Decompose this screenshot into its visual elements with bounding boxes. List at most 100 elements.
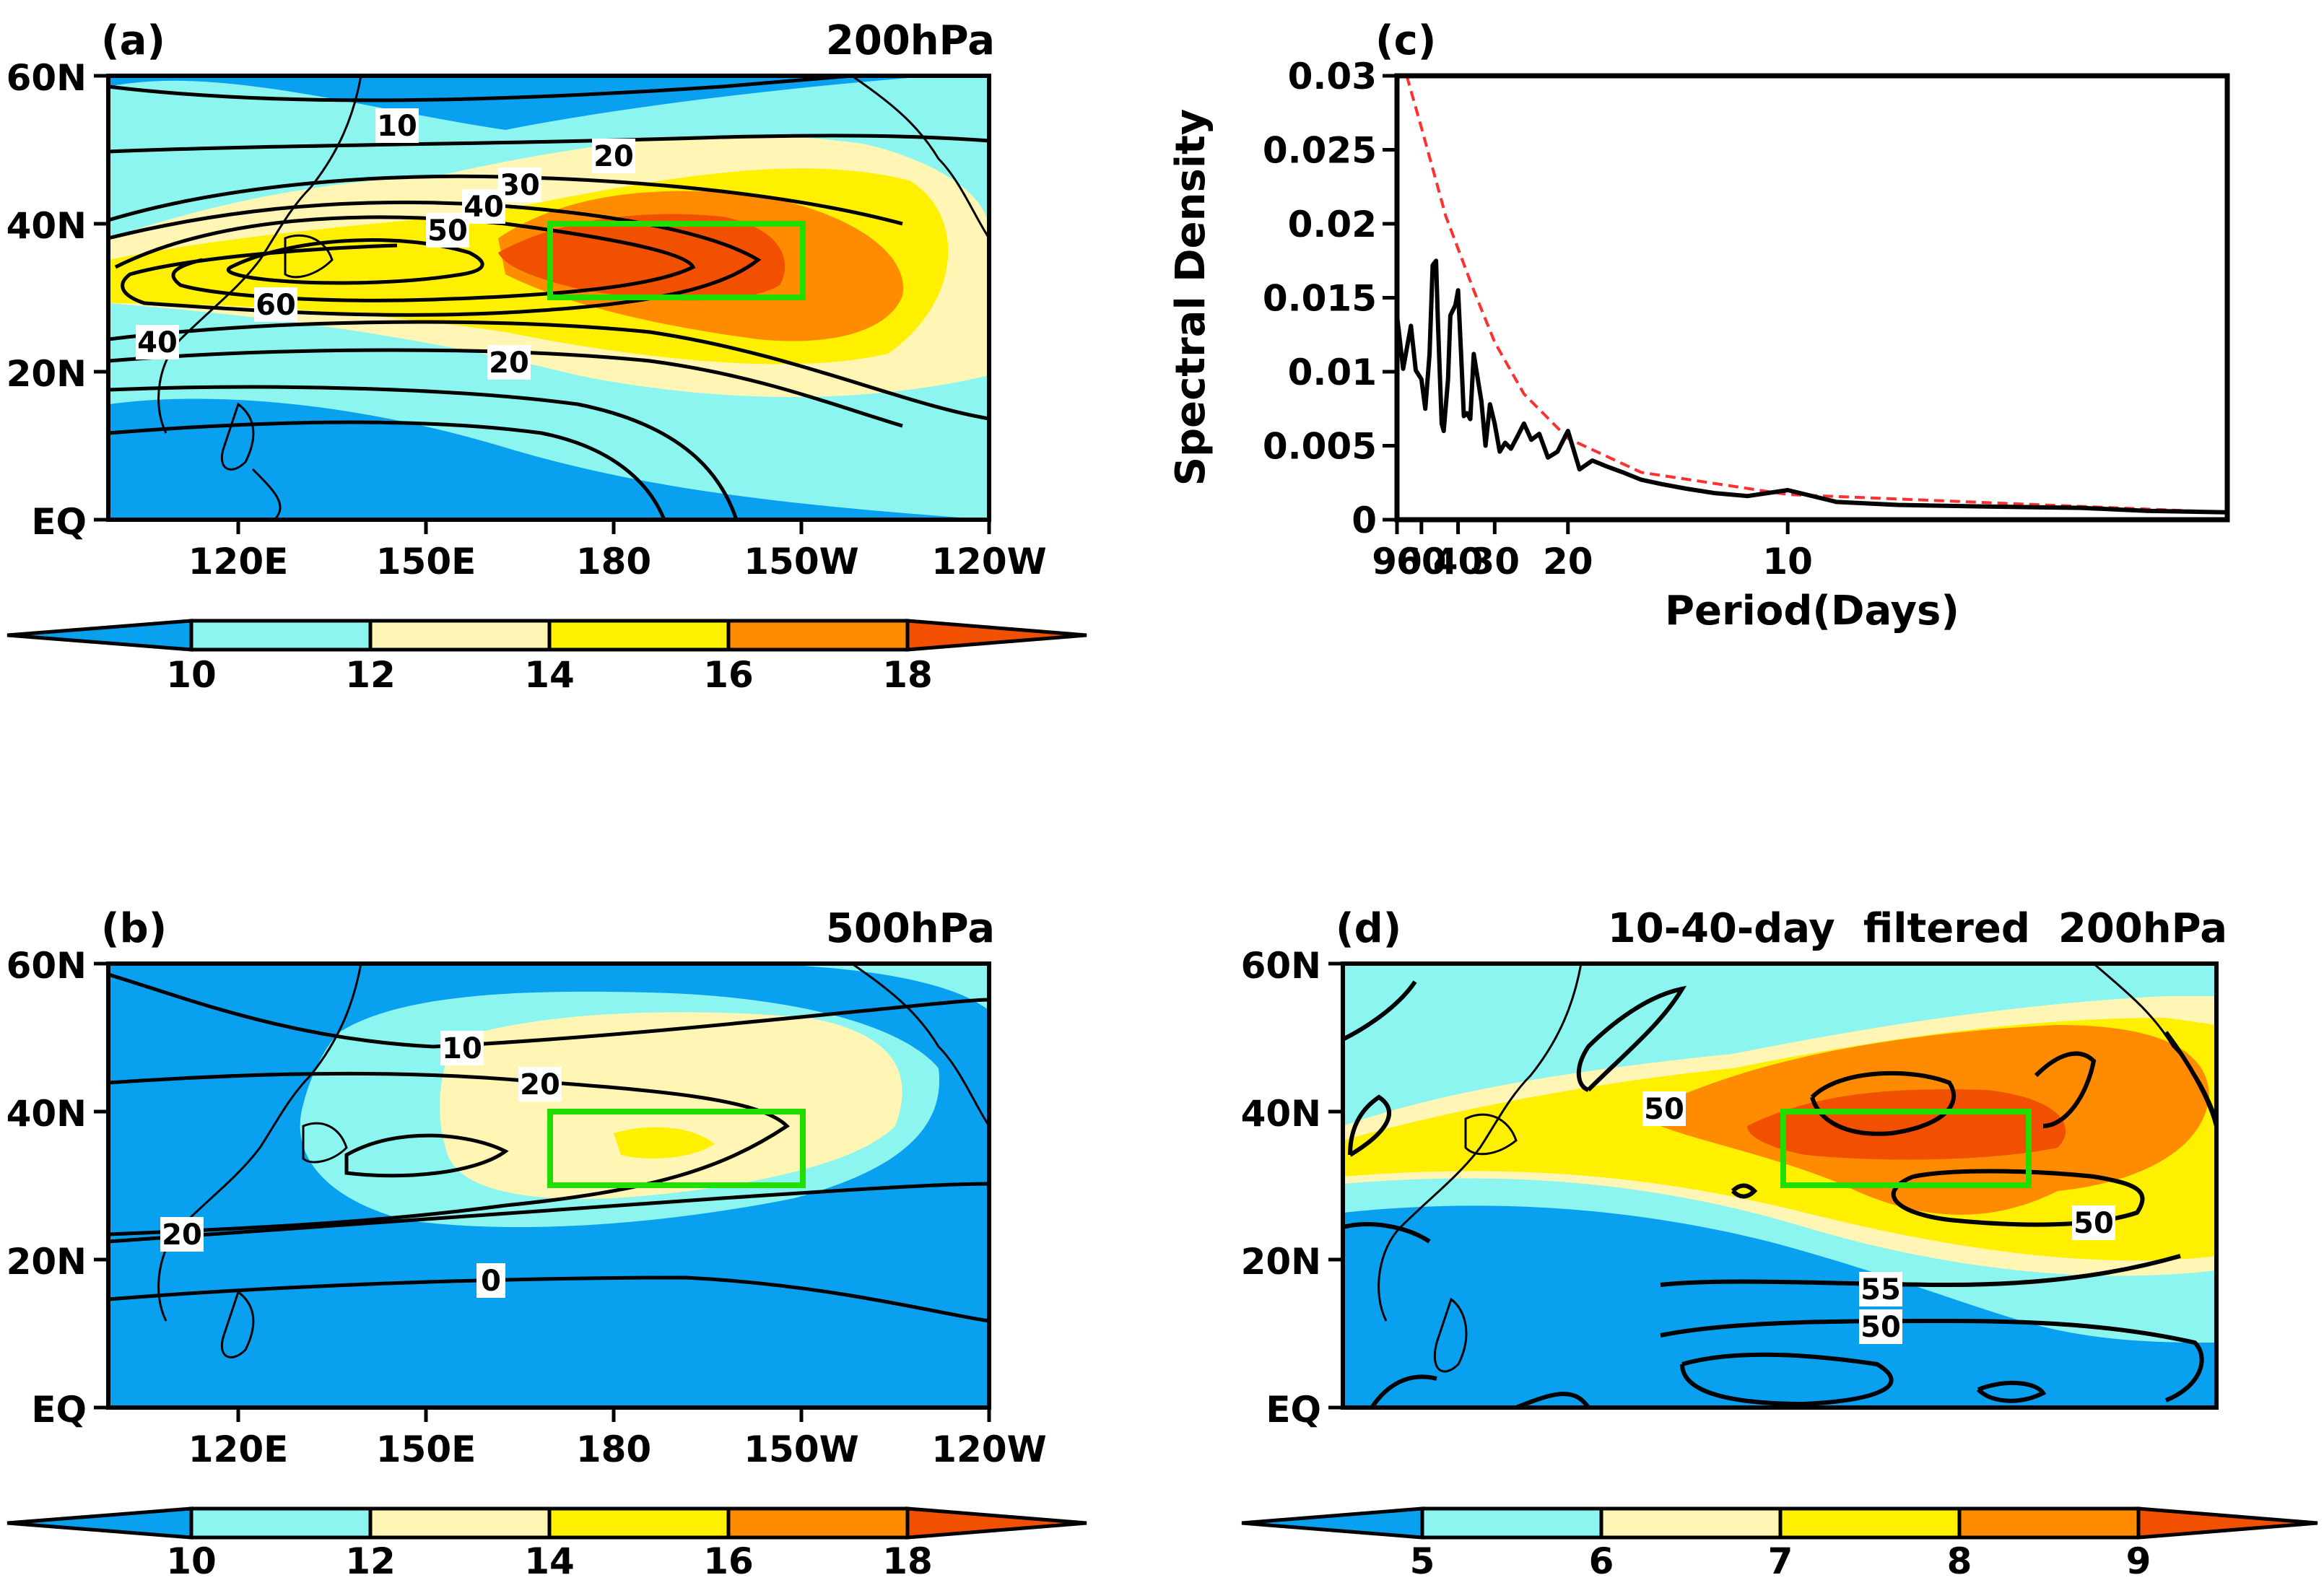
lat-tick: 60N bbox=[6, 57, 87, 99]
contour-label: 20 bbox=[489, 346, 529, 380]
panel-d-colorbar bbox=[1241, 1506, 2318, 1540]
panel-a-frame bbox=[106, 74, 991, 522]
panel-c-label: (c) bbox=[1375, 17, 1436, 64]
panel-b-title: 500hPa bbox=[826, 905, 995, 952]
panel-c-xlabel: Period(Days) bbox=[1665, 588, 1959, 634]
colorbar-tick: 10 bbox=[166, 654, 217, 696]
panel-d-shading bbox=[1343, 964, 2216, 1408]
contour-label: 20 bbox=[162, 1218, 202, 1252]
lon-tick: 150W bbox=[744, 541, 859, 583]
y-tick-label: 0.025 bbox=[1263, 130, 1377, 172]
y-tick-label: 0 bbox=[1352, 499, 1377, 541]
y-tick-label: 0.005 bbox=[1263, 426, 1377, 468]
panel-b-axes bbox=[94, 961, 991, 1422]
y-tick-label: 0.02 bbox=[1288, 204, 1377, 245]
colorbar-tick: 14 bbox=[524, 654, 575, 696]
lat-tick: 20N bbox=[6, 353, 87, 395]
panel-d-frame bbox=[1341, 961, 2219, 1410]
lat-tick: 20N bbox=[6, 1241, 87, 1283]
lon-tick: 180 bbox=[576, 1428, 651, 1470]
lon-tick: 120E bbox=[188, 541, 289, 583]
panel-d-axes bbox=[1328, 961, 1343, 1410]
contour-label: 20 bbox=[593, 140, 634, 173]
panel-d-contours bbox=[1343, 980, 2216, 1408]
contour-label: 20 bbox=[520, 1068, 560, 1101]
panel-c-plot bbox=[1397, 76, 2227, 515]
panel-d: 50 50 55 50 (d) 10-40-day filtered 200hP… bbox=[1241, 905, 2318, 1582]
lat-tick: 40N bbox=[6, 1093, 87, 1135]
panel-d-contour-labels: 50 50 55 50 bbox=[1642, 1091, 2115, 1344]
panel-d-title: 10-40-day filtered 200hPa bbox=[1608, 905, 2227, 952]
panel-c: 0 0.005 0.01 0.015 0.02 0.025 0.03 90 60… bbox=[1167, 17, 2230, 634]
y-tick-label: 0.015 bbox=[1263, 278, 1377, 320]
x-tick-label: 30 bbox=[1470, 541, 1520, 583]
x-tick-label: 20 bbox=[1543, 541, 1593, 583]
lat-tick: 20N bbox=[1241, 1241, 1321, 1283]
panel-b-frame bbox=[106, 961, 991, 1410]
panel-a-lon-ticks: 120E 150E 180 150W 120W bbox=[188, 541, 1047, 583]
colorbar-tick: 16 bbox=[703, 654, 754, 696]
panel-a: 10 20 30 40 50 60 40 20 (a) 200hPa 60N 4… bbox=[6, 17, 1087, 696]
colorbar-tick: 7 bbox=[1768, 1540, 1793, 1582]
lat-tick: 60N bbox=[6, 945, 87, 987]
panel-a-box bbox=[547, 221, 806, 300]
panel-a-axes bbox=[94, 74, 991, 534]
x-tick-label: 90 bbox=[1372, 541, 1422, 583]
colorbar-tick: 12 bbox=[345, 654, 396, 696]
lon-tick: 120E bbox=[188, 1428, 289, 1470]
lon-tick: 150W bbox=[744, 1428, 859, 1470]
panel-a-contour-labels: 10 20 30 40 50 60 40 20 bbox=[136, 108, 635, 380]
panel-b: 10 20 20 0 (b) 500hPa 60N 40N 20N EQ 120… bbox=[6, 905, 1087, 1582]
panel-d-colorbar-ticks: 5 6 7 8 9 bbox=[1410, 1540, 2151, 1582]
contour-label: 0 bbox=[481, 1265, 501, 1298]
panel-a-title: 200hPa bbox=[826, 17, 995, 64]
colorbar-tick: 16 bbox=[703, 1540, 754, 1582]
panel-a-lat-ticks: 60N 40N 20N EQ bbox=[6, 57, 87, 543]
y-tick-label: 0.03 bbox=[1288, 56, 1377, 97]
spectrum-line bbox=[1397, 258, 2227, 515]
colorbar-tick: 6 bbox=[1589, 1540, 1614, 1582]
contour-label: 30 bbox=[500, 169, 540, 202]
panel-d-label: (d) bbox=[1336, 905, 1401, 952]
red-noise-line bbox=[1405, 76, 2227, 514]
panel-a-label: (a) bbox=[101, 17, 165, 64]
lat-tick: EQ bbox=[31, 501, 87, 543]
panel-d-box bbox=[1780, 1109, 2032, 1188]
contour-label: 40 bbox=[464, 191, 504, 224]
panel-c-ylabel: Spectral Density bbox=[1167, 109, 1214, 487]
x-tick-label: 60 bbox=[1396, 541, 1447, 583]
panel-c-frame bbox=[1394, 73, 2230, 523]
panel-b-box bbox=[547, 1109, 806, 1188]
x-tick-label: 40 bbox=[1433, 541, 1484, 583]
contour-label: 60 bbox=[256, 289, 296, 322]
panel-c-x-ticks: 90 60 40 30 20 10 bbox=[1372, 520, 1813, 583]
panel-b-lat-ticks: 60N 40N 20N EQ bbox=[6, 945, 87, 1431]
colorbar-tick: 9 bbox=[2126, 1540, 2151, 1582]
panel-a-colorbar-ticks: 10 12 14 16 18 bbox=[166, 654, 933, 696]
y-tick-label: 0.01 bbox=[1288, 352, 1377, 393]
panel-a-shading bbox=[108, 76, 989, 520]
colorbar-tick: 10 bbox=[166, 1540, 217, 1582]
panel-b-contours bbox=[108, 972, 989, 1323]
lon-tick: 180 bbox=[576, 541, 651, 583]
lon-tick: 120W bbox=[931, 1428, 1047, 1470]
panel-c-y-ticks: 0 0.005 0.01 0.015 0.02 0.025 0.03 bbox=[1263, 56, 1397, 541]
x-tick-label: 10 bbox=[1762, 541, 1813, 583]
colorbar-tick: 14 bbox=[524, 1540, 575, 1582]
contour-label: 10 bbox=[377, 110, 417, 143]
lat-tick: EQ bbox=[1266, 1389, 1321, 1431]
panel-b-colorbar-ticks: 10 12 14 16 18 bbox=[166, 1540, 933, 1582]
contour-label: 40 bbox=[137, 326, 178, 359]
contour-label: 50 bbox=[1860, 1311, 1901, 1344]
lon-tick: 120W bbox=[931, 541, 1047, 583]
panel-b-contour-labels: 10 20 20 0 bbox=[160, 1031, 562, 1298]
contour-label: 55 bbox=[1860, 1273, 1901, 1306]
contour-label: 50 bbox=[427, 214, 468, 248]
panel-d-lat-ticks: 60N 40N 20N EQ bbox=[1241, 945, 1321, 1431]
contour-label: 10 bbox=[442, 1032, 482, 1065]
lat-tick: 40N bbox=[6, 205, 87, 247]
contour-label: 50 bbox=[2073, 1207, 2114, 1240]
panel-b-shading bbox=[108, 964, 989, 1408]
panel-a-colorbar bbox=[6, 619, 1087, 652]
